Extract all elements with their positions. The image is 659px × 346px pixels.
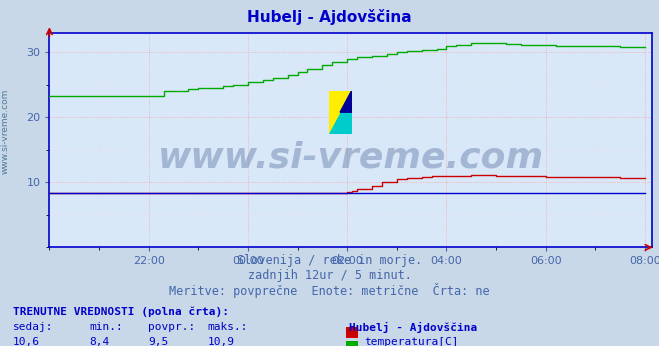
Text: 10,9: 10,9 [208,337,235,346]
Text: povpr.:: povpr.: [148,322,196,332]
Text: zadnjih 12ur / 5 minut.: zadnjih 12ur / 5 minut. [248,269,411,282]
Polygon shape [329,91,351,134]
Text: min.:: min.: [89,322,123,332]
Text: Hubelj - Ajdovščina: Hubelj - Ajdovščina [349,322,478,333]
Text: maks.:: maks.: [208,322,248,332]
Text: TRENUTNE VREDNOSTI (polna črta):: TRENUTNE VREDNOSTI (polna črta): [13,306,229,317]
Text: temperatura[C]: temperatura[C] [364,337,459,346]
Text: sedaj:: sedaj: [13,322,53,332]
Text: 8,4: 8,4 [89,337,109,346]
Polygon shape [329,91,351,134]
Text: 10,6: 10,6 [13,337,40,346]
Text: 9,5: 9,5 [148,337,169,346]
Polygon shape [340,91,351,112]
Text: www.si-vreme.com: www.si-vreme.com [158,140,544,174]
Text: Meritve: povprečne  Enote: metrične  Črta: ne: Meritve: povprečne Enote: metrične Črta:… [169,283,490,298]
Text: Hubelj - Ajdovščina: Hubelj - Ajdovščina [247,9,412,25]
Text: Slovenija / reke in morje.: Slovenija / reke in morje. [237,254,422,267]
Text: www.si-vreme.com: www.si-vreme.com [1,89,10,174]
